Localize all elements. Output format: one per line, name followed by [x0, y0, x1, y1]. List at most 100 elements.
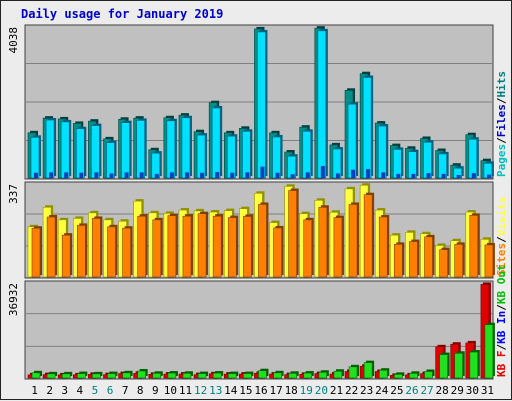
sites-bar — [122, 227, 131, 278]
x-tick-label: 7 — [122, 384, 129, 397]
x-tick-label: 21 — [330, 384, 343, 397]
kbout-bar — [288, 373, 297, 379]
legend-entry: / — [495, 236, 508, 243]
files-bar — [91, 125, 100, 179]
x-tick-label: 10 — [164, 384, 177, 397]
sites-bar — [469, 215, 479, 278]
files-bar — [136, 120, 145, 179]
kbout-bar — [484, 324, 494, 379]
pages-bar — [396, 173, 401, 178]
kbout-bar — [107, 373, 116, 379]
x-tick-label: 1 — [31, 384, 38, 397]
pages-bar — [215, 171, 220, 178]
sites-bar — [363, 194, 373, 278]
legend-entry: KB In — [495, 311, 508, 344]
pages-bar — [109, 173, 114, 178]
x-tick-label: 9 — [152, 384, 159, 397]
x-tick-label: 3 — [61, 384, 68, 397]
files-bar — [362, 77, 372, 179]
files-bar — [242, 131, 251, 179]
sites-bar — [227, 217, 237, 278]
pages-bar — [290, 174, 295, 178]
legend-entry: KB Out — [495, 264, 508, 304]
files-bar — [423, 141, 432, 179]
files-bar — [302, 131, 312, 179]
pages-bar — [94, 172, 99, 178]
sites-bar — [243, 216, 252, 278]
pages-bar — [169, 172, 174, 178]
legend-entry: Visits — [495, 197, 508, 237]
pages-bar — [49, 172, 54, 178]
kbout-bar — [318, 371, 328, 379]
kbout-bar — [469, 351, 479, 379]
x-tick-label: 5 — [92, 384, 99, 397]
kbout-bar — [258, 370, 267, 379]
x-tick-label: 23 — [360, 384, 373, 397]
x-tick-label: 16 — [254, 384, 267, 397]
x-tick-label: 29 — [451, 384, 464, 397]
sites-bar — [273, 227, 282, 278]
kbout-bar — [424, 371, 433, 379]
legend-entry: / — [495, 344, 508, 351]
pages-bar — [381, 172, 386, 178]
kbout-bar — [212, 372, 222, 379]
files-bar — [30, 137, 40, 179]
sites-bar — [167, 215, 177, 278]
x-tick-label: 12 — [194, 384, 207, 397]
x-tick-label: 4 — [77, 384, 84, 397]
kbout-bar — [227, 373, 237, 379]
files-bar — [211, 107, 221, 179]
sites-bar — [31, 227, 41, 278]
sites-bar — [152, 219, 162, 278]
kbout-bar — [61, 373, 71, 379]
kbout-bar — [348, 366, 358, 379]
x-tick-label: 15 — [239, 384, 252, 397]
x-tick-label: 27 — [420, 384, 433, 397]
kbout-bar — [409, 373, 418, 379]
kbout-bar — [76, 373, 86, 379]
kbout-bar — [333, 370, 343, 379]
sites-bar — [484, 244, 494, 278]
sites-bar — [61, 234, 71, 278]
x-tick-label: 22 — [345, 384, 358, 397]
pages-bar — [245, 172, 250, 178]
x-tick-label: 6 — [107, 384, 114, 397]
kbout-bar — [197, 373, 207, 379]
kbout-bar — [303, 372, 313, 379]
x-tick-label: 25 — [390, 384, 403, 397]
files-bar — [272, 136, 281, 179]
sites-bar — [92, 218, 101, 278]
sites-bar — [76, 225, 86, 278]
kbout-bar — [243, 373, 252, 379]
sites-bar — [137, 215, 146, 278]
legend-entry: Sites — [495, 243, 508, 276]
pages-bar — [200, 172, 205, 178]
files-bar — [106, 142, 115, 179]
sites-bar — [333, 217, 343, 278]
pages-bar — [471, 173, 476, 178]
pages-bar — [184, 172, 189, 178]
sites-bar — [394, 244, 403, 278]
kbout-bar — [378, 369, 388, 379]
legend-entry: KB F — [495, 351, 508, 378]
pages-bar — [64, 172, 69, 178]
pages-bar — [230, 172, 235, 178]
kbout-bar — [137, 370, 146, 379]
kbout-bar — [46, 373, 56, 379]
files-bar — [181, 117, 191, 179]
files-bar — [377, 125, 387, 179]
x-tick-label: 14 — [224, 384, 238, 397]
y-max-label-hits-files-pages: 4038 — [7, 27, 20, 54]
pages-bar — [486, 174, 491, 178]
x-tick-label: 26 — [405, 384, 418, 397]
files-bar — [196, 134, 206, 179]
legend-entry: Hits — [495, 71, 508, 98]
files-bar — [60, 121, 70, 179]
files-bar — [121, 122, 130, 179]
sites-bar — [318, 206, 328, 278]
y-max-label-visits-sites: 337 — [7, 184, 20, 204]
sites-bar — [182, 215, 192, 278]
kbout-bar — [273, 372, 282, 379]
x-tick-label: 30 — [466, 384, 479, 397]
